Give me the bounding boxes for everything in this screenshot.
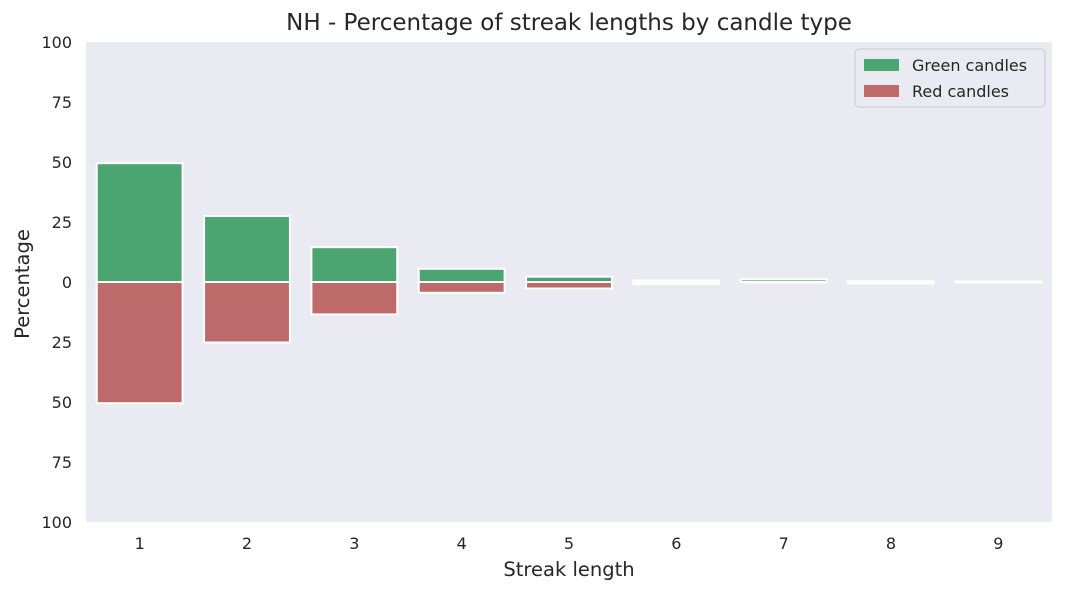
chart-title: NH - Percentage of streak lengths by can… (286, 10, 852, 36)
y-tick-label: 50 (52, 153, 72, 172)
bar-series1-4 (417, 281, 506, 294)
bar-series1-3 (310, 281, 399, 316)
x-tick-label: 3 (349, 534, 359, 553)
x-tick-label: 2 (242, 534, 252, 553)
y-tick-label: 0 (62, 273, 72, 292)
x-tick-label: 6 (671, 534, 681, 553)
x-tick-label: 4 (457, 534, 467, 553)
x-tick-label: 5 (564, 534, 574, 553)
legend-label-red: Red candles (912, 82, 1009, 101)
x-tick-label: 9 (993, 534, 1003, 553)
bars-group (95, 162, 1043, 405)
bar-series0-4 (417, 267, 506, 283)
y-tick-label: 100 (41, 33, 72, 52)
bar-series1-1 (95, 281, 184, 405)
legend-swatch-red (864, 85, 899, 97)
x-axis-label: Streak length (503, 558, 634, 581)
bar-series1-8 (847, 281, 935, 285)
x-tick-label: 8 (886, 534, 896, 553)
x-tick-labels: 1 2 3 4 5 6 7 8 9 (135, 534, 1004, 553)
bar-series1-2 (203, 281, 291, 344)
legend-frame (854, 48, 1046, 108)
bar-series0-3 (310, 246, 399, 283)
legend: Green candles Red candles (854, 48, 1046, 108)
legend-label-green: Green candles (912, 56, 1027, 75)
x-tick-label: 1 (135, 534, 145, 553)
y-tick-label: 25 (52, 333, 72, 352)
y-tick-label: 100 (41, 513, 72, 532)
legend-swatch-green (864, 59, 899, 71)
y-tick-label: 75 (52, 453, 72, 472)
bar-series0-1 (95, 162, 184, 283)
x-tick-label: 7 (779, 534, 789, 553)
bar-series1-6 (632, 281, 721, 285)
y-tick-label: 75 (52, 93, 72, 112)
y-tick-label: 50 (52, 393, 72, 412)
bar-series0-2 (203, 215, 291, 283)
y-tick-labels: 100 75 50 25 0 25 50 75 100 (41, 33, 72, 532)
y-tick-label: 25 (52, 213, 72, 232)
y-axis-label: Percentage (11, 229, 34, 339)
bar-series1-5 (525, 281, 613, 290)
